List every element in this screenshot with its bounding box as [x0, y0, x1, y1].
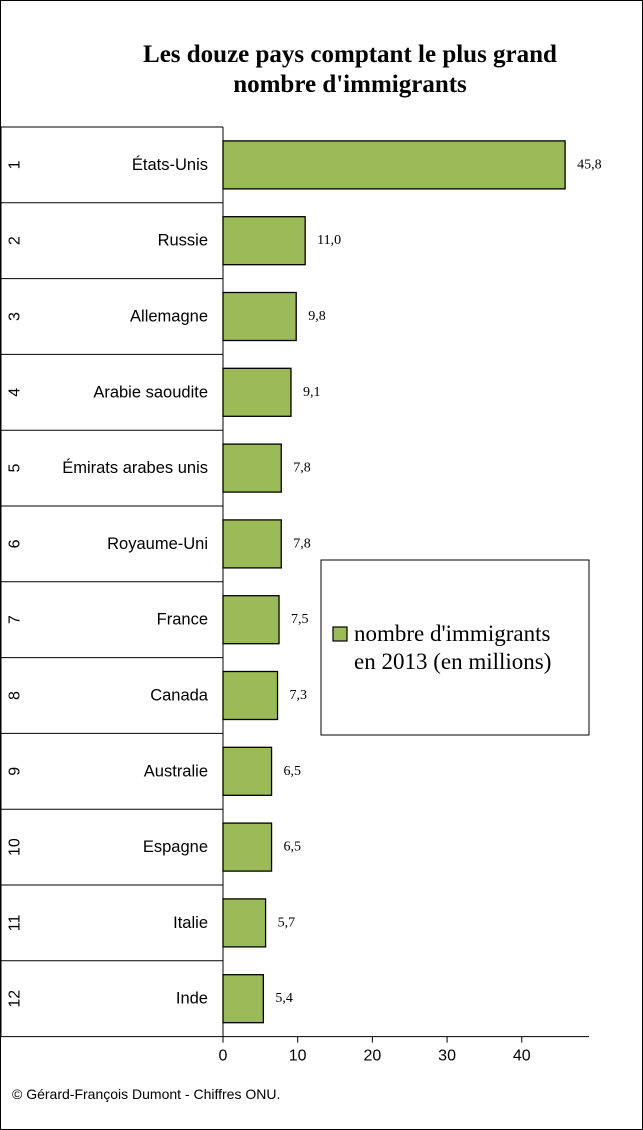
bar	[222, 443, 282, 493]
category-table: 1 États-Unis 2 Russie 3 Allemagne 4 Arabie saou…	[0, 126, 223, 1038]
legend-label-line-2: en 2013 (en millions)	[354, 649, 551, 674]
bar	[222, 974, 264, 1024]
rank-label: 4	[7, 388, 24, 397]
value-label: 11,0	[317, 233, 341, 248]
value-label: 7,8	[293, 461, 311, 476]
country-label: Émirats arabes unis	[62, 458, 208, 477]
bar	[222, 898, 267, 948]
x-tick-label: 30	[438, 1048, 456, 1065]
legend-box	[320, 559, 590, 736]
country-label: Russie	[158, 232, 208, 250]
value-label: 6,5	[284, 764, 302, 779]
rank-label: 9	[7, 767, 24, 776]
value-label: 5,7	[278, 915, 296, 930]
value-label: 7,3	[290, 688, 308, 703]
x-tick-label: 0	[219, 1048, 228, 1065]
country-label: Inde	[176, 990, 208, 1008]
legend: nombre d'immigrants en 2013 (en millions)	[320, 559, 590, 736]
country-label: Royaume-Uni	[107, 535, 208, 553]
country-label: France	[157, 611, 208, 629]
chart-title: Les douze pays comptant le plus grand no…	[143, 41, 557, 98]
bar	[222, 822, 273, 872]
bar	[222, 216, 306, 266]
rank-label: 2	[7, 236, 24, 245]
country-label: Allemagne	[130, 308, 208, 326]
x-tick-label: 20	[363, 1048, 381, 1065]
value-label: 9,8	[308, 309, 326, 324]
x-tick-label: 10	[289, 1048, 307, 1065]
country-label: Australie	[144, 762, 208, 780]
chart-title-line-1: Les douze pays comptant le plus grand	[143, 41, 557, 68]
value-label: 45,8	[577, 157, 602, 172]
value-label: 6,5	[284, 840, 302, 855]
value-label: 7,5	[291, 612, 309, 627]
bar	[222, 595, 280, 645]
rank-label: 1	[7, 160, 24, 169]
value-label: 7,8	[293, 536, 311, 551]
country-label: Arabie saoudite	[93, 383, 208, 401]
value-label: 9,1	[303, 385, 321, 400]
legend-swatch	[332, 626, 348, 642]
country-label: États-Unis	[132, 155, 208, 174]
value-label: 5,4	[275, 991, 293, 1006]
country-label: Italie	[173, 914, 208, 932]
legend-label-line-1: nombre d'immigrants	[354, 621, 550, 646]
bar	[222, 670, 279, 721]
rank-label: 8	[7, 691, 24, 700]
bar	[222, 140, 566, 190]
rank-label: 3	[7, 312, 24, 321]
rank-label: 5	[7, 464, 24, 473]
rank-label: 10	[7, 838, 24, 856]
chart-title-line-2: nombre d'immigrants	[233, 71, 467, 98]
x-tick-label: 40	[513, 1048, 531, 1065]
bars	[222, 140, 566, 1024]
bar	[222, 519, 282, 569]
source-credit: © Gérard-François Dumont - Chiffres ONU.	[12, 1086, 281, 1102]
rank-label: 12	[7, 990, 24, 1008]
rank-label: 7	[7, 615, 24, 624]
x-axis: 0 10 20 30 40	[219, 127, 589, 1065]
country-label: Canada	[150, 687, 209, 705]
value-labels: 45,8 11,0 9,8 9,1 7,8 7,8 7,5 7,3 6,5 6,5 5,7 5,4	[275, 157, 601, 1006]
country-label: Espagne	[143, 838, 208, 856]
bar	[222, 746, 273, 796]
rank-label: 6	[7, 539, 24, 548]
bar	[222, 291, 297, 342]
bar	[222, 367, 292, 417]
rank-label: 11	[7, 914, 24, 931]
